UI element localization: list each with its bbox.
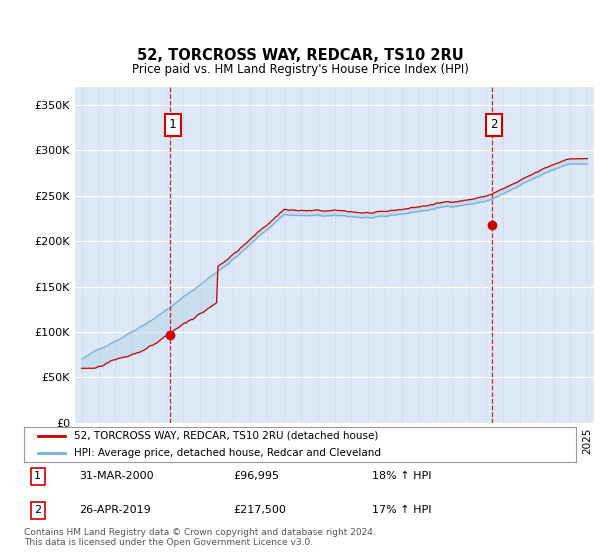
Text: 31-MAR-2000: 31-MAR-2000 — [79, 472, 154, 482]
Text: £217,500: £217,500 — [234, 505, 287, 515]
Text: £96,995: £96,995 — [234, 472, 280, 482]
Text: HPI: Average price, detached house, Redcar and Cleveland: HPI: Average price, detached house, Redc… — [74, 449, 380, 458]
Text: Price paid vs. HM Land Registry's House Price Index (HPI): Price paid vs. HM Land Registry's House … — [131, 63, 469, 77]
Text: 52, TORCROSS WAY, REDCAR, TS10 2RU (detached house): 52, TORCROSS WAY, REDCAR, TS10 2RU (deta… — [74, 431, 378, 441]
Text: 2: 2 — [34, 505, 41, 515]
Text: 18% ↑ HPI: 18% ↑ HPI — [372, 472, 431, 482]
Text: 1: 1 — [169, 119, 176, 132]
Text: Contains HM Land Registry data © Crown copyright and database right 2024.
This d: Contains HM Land Registry data © Crown c… — [24, 528, 376, 547]
Text: 2: 2 — [490, 119, 498, 132]
Text: 17% ↑ HPI: 17% ↑ HPI — [372, 505, 431, 515]
Text: 52, TORCROSS WAY, REDCAR, TS10 2RU: 52, TORCROSS WAY, REDCAR, TS10 2RU — [137, 49, 463, 63]
Text: 26-APR-2019: 26-APR-2019 — [79, 505, 151, 515]
Text: 1: 1 — [34, 472, 41, 482]
